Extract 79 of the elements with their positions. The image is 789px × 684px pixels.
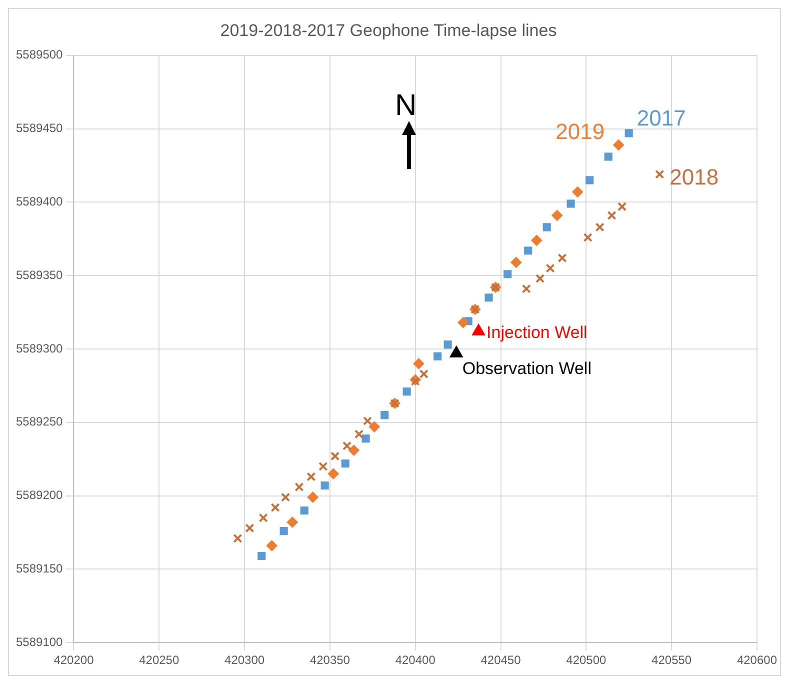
point	[524, 246, 532, 255]
point	[342, 441, 352, 450]
x-tick-label: 420300	[224, 653, 265, 668]
point	[542, 223, 551, 232]
chart-title: 2019-2018-2017 Geophone Time-lapse lines	[220, 20, 557, 40]
point	[607, 210, 616, 220]
y-tick-label: 5589450	[16, 121, 64, 136]
point	[572, 186, 584, 198]
point	[306, 472, 316, 482]
point	[552, 210, 563, 221]
point	[410, 376, 420, 386]
point	[294, 482, 304, 492]
point	[266, 540, 278, 552]
x-tick-label: 420500	[566, 653, 607, 668]
point	[328, 468, 339, 480]
x-tick-label: 420550	[652, 653, 692, 668]
y-tick-label: 5589400	[16, 194, 64, 209]
point	[368, 421, 380, 432]
x-tick-label: 420450	[480, 653, 522, 668]
point	[444, 340, 452, 349]
point	[583, 232, 592, 242]
point	[655, 170, 664, 179]
point	[510, 256, 522, 268]
point	[413, 358, 424, 370]
y-tick-label: 5589350	[16, 268, 64, 282]
point	[624, 129, 633, 138]
point	[586, 176, 594, 184]
series-label: 2019	[556, 119, 605, 144]
series-label: Observation Well	[462, 359, 592, 378]
x-tick-label: 420200	[54, 653, 94, 668]
point	[258, 552, 266, 560]
series-label: 2017	[636, 105, 686, 130]
point	[458, 317, 469, 328]
point	[362, 434, 370, 443]
x-tick-label: 420600	[736, 653, 778, 668]
point	[354, 430, 364, 439]
point	[531, 234, 542, 246]
point	[280, 526, 288, 536]
series-label: Injection Well	[486, 323, 588, 342]
y-tick-label: 5589500	[16, 48, 64, 62]
point	[434, 352, 442, 360]
y-tick-label: 5589100	[16, 634, 64, 649]
point	[595, 222, 604, 232]
point	[280, 492, 290, 502]
point	[380, 411, 389, 420]
y-tick-label: 5589150	[16, 562, 64, 576]
point	[402, 388, 411, 396]
y-tick-label: 5589300	[16, 341, 64, 356]
point	[484, 294, 493, 302]
point	[320, 481, 329, 490]
point	[258, 513, 268, 522]
point	[419, 369, 428, 378]
point	[300, 506, 308, 515]
point	[558, 253, 567, 263]
point	[245, 524, 254, 533]
y-tick-label: 5589250	[16, 414, 64, 429]
point	[546, 264, 555, 273]
point	[348, 444, 360, 456]
point	[536, 274, 545, 284]
point	[522, 284, 531, 294]
point	[286, 516, 298, 528]
point	[330, 452, 340, 461]
point	[307, 492, 318, 503]
point	[362, 416, 372, 426]
point	[504, 270, 512, 278]
x-tick-label: 420400	[395, 653, 436, 668]
series-label: 2018	[670, 164, 719, 190]
point	[233, 534, 242, 543]
point	[566, 200, 575, 208]
point	[270, 503, 280, 512]
x-tick-label: 420350	[310, 653, 350, 668]
point	[604, 152, 612, 161]
annotation: N	[395, 89, 417, 122]
x-tick-label: 420250	[139, 653, 180, 668]
point	[613, 139, 624, 150]
point	[341, 459, 350, 468]
y-tick-label: 5589200	[16, 488, 64, 502]
point	[618, 202, 627, 212]
point	[318, 462, 328, 471]
